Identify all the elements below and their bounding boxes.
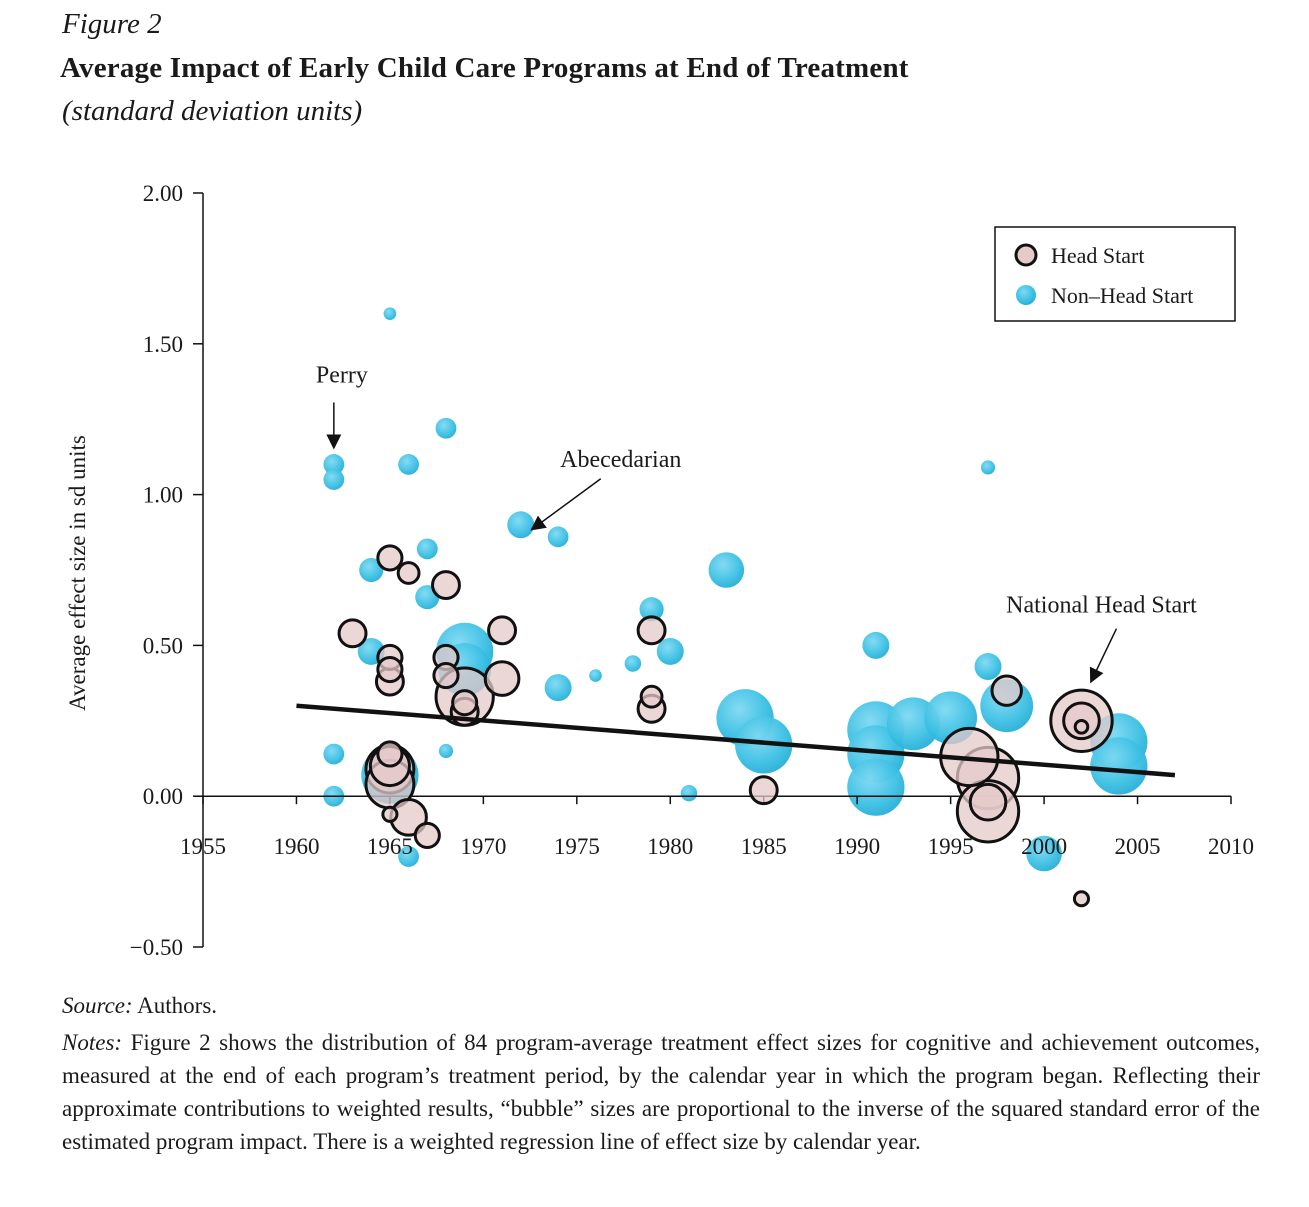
head-start-bubble — [381, 805, 399, 823]
x-tick-label: 1955 — [180, 834, 226, 859]
head-start-bubble — [413, 821, 441, 849]
head-start-bubble — [968, 782, 1008, 822]
head-start-bubble — [639, 684, 664, 709]
non-head-start-bubble — [680, 784, 698, 802]
head-start-bubble — [337, 618, 368, 649]
figure-title: Average Impact of Early Child Care Progr… — [60, 52, 909, 84]
non-head-start-bubble — [438, 743, 454, 759]
legend-box — [994, 226, 1236, 322]
x-tick-label: 1975 — [554, 834, 600, 859]
y-tick-label: 1.50 — [143, 332, 183, 357]
non-head-start-bubble — [323, 469, 345, 490]
source-text: Authors. — [132, 993, 218, 1018]
x-tick-label: 1970 — [460, 834, 506, 859]
non-head-start-bubble — [416, 538, 438, 560]
non-head-start-bubble — [656, 637, 684, 665]
non-head-start-bubble — [1090, 737, 1148, 795]
head-start-bubble — [451, 689, 479, 717]
figure-subtitle: (standard deviation units) — [62, 95, 363, 127]
annotation-label: Perry — [316, 362, 368, 388]
non-head-start-bubble — [544, 674, 572, 702]
x-tick-label: 1965 — [367, 834, 413, 859]
y-axis-label: Average effect size in sd units — [65, 435, 90, 711]
non-head-start-bubble — [639, 597, 664, 622]
x-tick-label: 2000 — [1021, 834, 1067, 859]
x-tick-label: 1995 — [928, 834, 974, 859]
x-tick-label: 1990 — [834, 834, 880, 859]
legend-entry: Non–Head Start — [1051, 283, 1193, 308]
head-start-bubble — [487, 615, 518, 646]
non-head-start-bubble — [359, 557, 384, 583]
non-head-start-bubble — [383, 307, 397, 320]
annotation-label: Abecedarian — [560, 447, 681, 473]
non-head-start-bubble — [735, 716, 793, 774]
non-head-start-bubble — [624, 655, 642, 672]
non-head-start-bubble — [589, 669, 602, 682]
non-head-start-bubble — [323, 454, 345, 475]
legend-non-head-start-marker — [1016, 285, 1036, 305]
figure-label: Figure 2 — [62, 8, 162, 40]
notes: Notes: Figure 2 shows the distribution o… — [62, 1026, 1260, 1158]
head-start-bubble — [483, 660, 521, 697]
axes: 2.00 1.50 1.00 0.50 0.00 −0.50 1955 1960 1965 197… — [130, 181, 1254, 960]
legend-head-start-marker — [1014, 243, 1038, 267]
x-tick-label: 1980 — [647, 834, 693, 859]
non-head-start-bubble — [507, 511, 535, 539]
head-start-bubble — [636, 615, 667, 646]
y-tick-label: −0.50 — [130, 935, 183, 960]
non-head-start-bubble — [398, 846, 419, 867]
head-start-bubble — [376, 655, 404, 684]
head-start-bubble — [376, 740, 404, 768]
head-start-bubble — [431, 570, 461, 601]
non-head-start-bubble — [708, 552, 745, 588]
legend-entry: Head Start — [1051, 243, 1144, 268]
non-head-start-bubble — [1026, 835, 1062, 872]
head-start-bubble — [1072, 890, 1091, 908]
head-start-bubble — [432, 661, 460, 690]
y-tick-label: 1.00 — [143, 483, 183, 508]
x-tick-label: 2010 — [1208, 834, 1254, 859]
non-head-start-bubble — [862, 631, 890, 659]
annotations: Perry Abecedarian National Head Start — [316, 362, 1197, 684]
non-head-start-bubble — [974, 653, 1002, 680]
non-head-start-bubble — [980, 460, 996, 475]
scatter-chart: 2.00 1.50 1.00 0.50 0.00 −0.50 1955 1960 1965 197… — [65, 181, 1254, 960]
x-tick-label: 1960 — [273, 834, 319, 859]
y-tick-label: 0.50 — [143, 633, 183, 658]
notes-label: Notes: — [62, 1030, 123, 1055]
non-head-start-bubble — [547, 526, 569, 548]
notes-text: Figure 2 shows the distribution of 84 pr… — [62, 1030, 1260, 1154]
head-start-bubble — [376, 544, 404, 572]
non-head-start-bubble — [323, 743, 345, 765]
head-start-bubble — [990, 674, 1023, 707]
head-start-bubble — [748, 775, 779, 806]
non-head-start-bubble — [847, 758, 905, 816]
head-start-bubble — [1073, 719, 1090, 735]
head-start-bubbles — [337, 544, 1114, 908]
source-label: Source: — [62, 993, 133, 1018]
head-start-bubble — [396, 561, 421, 585]
x-tick-label: 1985 — [741, 834, 787, 859]
source-note: Source: Authors. — [62, 993, 217, 1019]
non-head-start-bubble — [398, 454, 419, 475]
annotation-label: National Head Start — [1006, 593, 1197, 619]
y-tick-label: 0.00 — [143, 784, 183, 809]
annotation-arrow — [530, 478, 602, 531]
y-tick-label: 2.00 — [143, 181, 183, 206]
regression-line — [296, 703, 1176, 778]
non-head-start-bubble — [435, 417, 457, 439]
x-tick-label: 2005 — [1115, 834, 1161, 859]
legend: Head Start Non–Head Start — [994, 226, 1236, 322]
annotation-arrow — [1089, 628, 1118, 684]
